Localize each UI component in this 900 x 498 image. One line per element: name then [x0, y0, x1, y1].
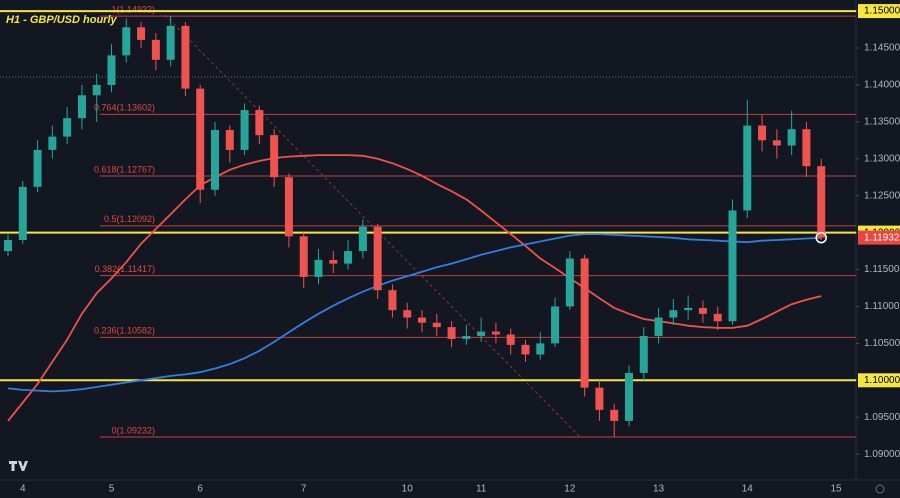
y-tick-label: 1.10500 [864, 338, 900, 349]
candle-body [4, 240, 12, 252]
candle-body [728, 210, 737, 322]
candle-body [403, 310, 412, 318]
fib-level-label: 0.764(1.13602) [94, 103, 155, 113]
x-tick-label: 7 [301, 484, 307, 495]
x-tick-label: 12 [564, 484, 576, 495]
candle-body [684, 307, 693, 311]
fib-level-label: 0.618(1.12767) [94, 164, 155, 174]
candle-body [447, 327, 456, 339]
x-tick-label: 14 [742, 484, 754, 495]
candle-body [270, 135, 279, 178]
candle-body [595, 387, 604, 410]
candle-body [551, 306, 560, 344]
fib-level-label: 0.382(1.11417) [95, 264, 155, 274]
y-tick-label: 1.09500 [864, 412, 900, 423]
candle-body [151, 39, 160, 60]
fib-level-label: 0.5(1.12092) [104, 214, 155, 224]
candle-body [48, 136, 57, 150]
candle-body [639, 336, 648, 373]
y-tick-label: 1.14000 [864, 80, 900, 91]
x-tick-label: 4 [20, 484, 26, 495]
candle-body [33, 149, 42, 187]
candle-body [255, 110, 264, 136]
candle-body [477, 331, 486, 336]
x-tick-label: 6 [197, 484, 203, 495]
moving-average-line [7, 154, 822, 422]
candle-body [521, 344, 530, 355]
y-tick-label: 1.15000 [864, 6, 900, 17]
candle-body [284, 177, 293, 237]
candle-body [610, 409, 619, 421]
candle-body [802, 129, 811, 167]
candle-body [625, 372, 633, 421]
candle-body [181, 25, 190, 89]
candle-body [344, 251, 353, 264]
chart-title: H1 - GBP/USD hourly [6, 14, 118, 26]
price-label-box [858, 373, 900, 388]
moving-average-line [7, 233, 822, 393]
candle-body [713, 313, 722, 322]
y-tick-label: 1.14500 [864, 43, 900, 54]
candle-body [669, 310, 678, 318]
fib-level-label: 0.236(1.10582) [94, 326, 155, 336]
candle-body [18, 186, 27, 240]
candle-body [77, 95, 86, 119]
candle-body [462, 336, 471, 339]
candle-body [92, 84, 101, 96]
x-tick-label: 10 [402, 484, 414, 495]
candle-body [137, 27, 146, 40]
candle-body [211, 129, 219, 190]
price-label-box [858, 4, 900, 19]
candle-body [787, 129, 796, 146]
candle-body [299, 236, 308, 277]
candle-body [373, 226, 382, 291]
y-tick-label: 1.11500 [864, 264, 900, 275]
candle-body [772, 140, 781, 146]
fib-level-label: 1(1.14932) [111, 4, 155, 14]
candle-body [565, 258, 574, 307]
candle-body [817, 166, 826, 238]
candle-body [63, 118, 72, 137]
x-tick-label: 15 [830, 484, 842, 495]
logo [9, 461, 28, 471]
x-tick-label: 11 [476, 484, 487, 495]
candle-body [388, 290, 397, 311]
candle-body [418, 317, 426, 323]
candle-body [432, 322, 441, 328]
y-tick-label: 1.11000 [864, 301, 900, 312]
candle-body [240, 110, 249, 150]
y-tick-label: 1.12500 [864, 190, 900, 201]
candle-body [506, 334, 515, 345]
x-tick-label: 5 [109, 484, 115, 495]
candle-body [196, 88, 205, 190]
candle-body [758, 125, 767, 141]
candle-body [491, 331, 500, 335]
candle-body [225, 129, 234, 150]
last-price-marker [815, 231, 827, 244]
candle-body [536, 343, 545, 355]
x-tick-label: 13 [653, 484, 665, 495]
fib-level-label: 0(1.09232) [111, 425, 155, 435]
y-tick-label: 1.13000 [864, 153, 900, 164]
candle-body [107, 55, 116, 85]
last-price-label: 1.11932 [864, 232, 900, 243]
settings-icon[interactable] [875, 484, 885, 494]
candle-body [314, 259, 323, 277]
y-tick-label: 1.09000 [864, 449, 900, 460]
last-price-box [858, 230, 900, 245]
y-tick-label: 1.10000 [864, 375, 900, 386]
candle-body [166, 25, 175, 60]
candle-body [358, 226, 367, 252]
candle-body [329, 259, 338, 264]
candle-body [743, 125, 752, 211]
y-tick-label: 1.13500 [864, 116, 900, 127]
candle-body [122, 27, 131, 56]
candle-body [698, 307, 707, 314]
candle-body [580, 258, 589, 388]
candle-body [654, 317, 663, 336]
